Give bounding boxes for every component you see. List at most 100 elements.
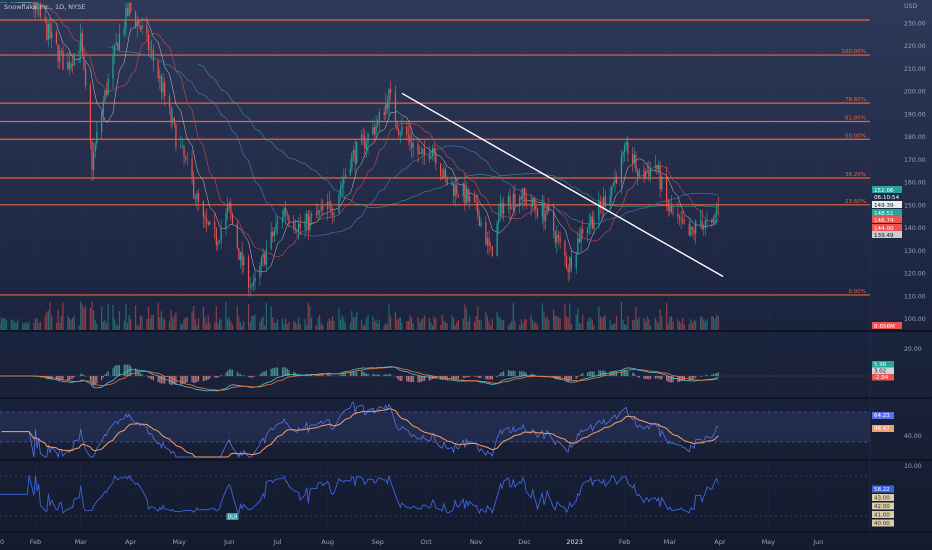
candle-body	[593, 219, 595, 229]
volume-bar	[105, 323, 108, 330]
volume-bar	[556, 316, 558, 330]
volume-bar	[59, 322, 61, 330]
candle-body	[582, 228, 584, 234]
stoch-label-box	[872, 511, 894, 518]
volume-bar	[281, 318, 284, 330]
candle-body	[238, 248, 240, 260]
candle-body	[331, 213, 334, 216]
x-tick-label: Feb	[619, 538, 631, 546]
volume-bar	[456, 322, 458, 330]
trendline-group[interactable]	[401, 92, 724, 278]
macd-histogram-bar	[68, 376, 71, 380]
candle-body	[496, 222, 498, 257]
macd-histogram-bar	[217, 376, 219, 378]
volume-bar	[351, 310, 353, 330]
macd-histogram-bar	[236, 371, 238, 376]
candle-body	[401, 126, 403, 135]
volume-bar	[624, 323, 626, 330]
candle-body	[477, 202, 479, 216]
volume-bar	[428, 317, 430, 330]
volume-bar	[114, 318, 116, 330]
volume-bar	[577, 307, 579, 330]
candle-body	[611, 186, 613, 196]
candle-body	[322, 206, 324, 210]
candle-body	[288, 215, 290, 222]
macd-histogram-bar	[525, 372, 527, 376]
volume-bar	[525, 319, 527, 330]
volume-bar	[270, 306, 272, 330]
candle-body	[214, 221, 216, 228]
macd-histogram-bar	[114, 366, 116, 376]
candle-body	[4, 2, 6, 4]
volume-bar	[565, 316, 568, 330]
volume-bar	[238, 316, 240, 330]
macd-histogram-bar	[485, 376, 487, 380]
volume-bar	[70, 319, 72, 330]
macd-histogram-bar	[480, 376, 482, 378]
macd-histogram-bar	[226, 370, 229, 376]
macd-histogram-bar	[386, 374, 388, 376]
macd-histogram-bar	[360, 371, 363, 376]
volume-bar	[55, 322, 58, 330]
volume-bar	[15, 322, 17, 330]
macd-histogram-bar	[183, 376, 185, 384]
volume-bar	[451, 315, 453, 330]
volume-bar	[464, 304, 466, 330]
candle-body	[159, 76, 161, 79]
candle-body	[603, 196, 605, 209]
candle-body	[701, 220, 703, 230]
y-tick-label: 170.00	[904, 157, 926, 164]
macd-histogram-bar	[70, 376, 72, 380]
candle-body	[399, 134, 401, 136]
y-tick-label: 150.00	[904, 202, 926, 209]
candle-body	[567, 268, 569, 273]
price-label: 144.00	[874, 226, 894, 232]
macd-histogram-bar	[430, 376, 432, 381]
volume-bar	[398, 318, 400, 330]
volume-bar	[699, 316, 702, 330]
macd-histogram-bar	[611, 371, 613, 376]
volume-bar	[112, 304, 114, 330]
candle-body	[604, 196, 606, 207]
candle-body	[262, 253, 264, 258]
macd-histogram-bar	[661, 376, 663, 380]
macd-histogram-bar	[502, 371, 505, 376]
volume-bar	[611, 324, 613, 330]
macd-histogram-bar	[440, 376, 442, 380]
volume-bar	[570, 323, 572, 330]
macd-histogram-bar	[501, 372, 503, 376]
price-label-box	[872, 231, 902, 238]
candle-body	[569, 257, 571, 273]
candle-body	[157, 61, 159, 79]
x-tick-label: Mar	[664, 538, 677, 546]
candle-body	[28, 2, 30, 4]
volume-bar	[377, 323, 379, 330]
candle-body	[688, 223, 690, 236]
candle-body	[13, 2, 16, 4]
volume-bar	[118, 310, 121, 330]
candle-body	[91, 141, 93, 171]
candle-body	[365, 143, 368, 149]
macd-histogram-bar	[441, 376, 443, 380]
volume-bar	[433, 316, 435, 330]
macd-histogram-bar	[115, 365, 117, 376]
macd-histogram-bar	[181, 376, 183, 385]
candle-body	[33, 2, 35, 11]
macd-histogram-bar	[185, 376, 187, 384]
ma-20	[40, 3, 719, 258]
macd-histogram-bar	[507, 370, 510, 376]
candle-body	[78, 51, 80, 54]
volume-bar	[136, 324, 138, 330]
candle-body	[70, 63, 72, 69]
volume-bar	[475, 316, 477, 330]
candle-body	[83, 53, 85, 69]
macd-histogram-bar	[667, 376, 669, 382]
volume-bar	[298, 316, 300, 330]
volume-bar	[23, 323, 25, 330]
x-tick-label: May	[172, 538, 186, 546]
candle-body	[241, 251, 243, 266]
volume-bar	[375, 319, 377, 330]
macd-histogram-bar	[260, 373, 263, 376]
